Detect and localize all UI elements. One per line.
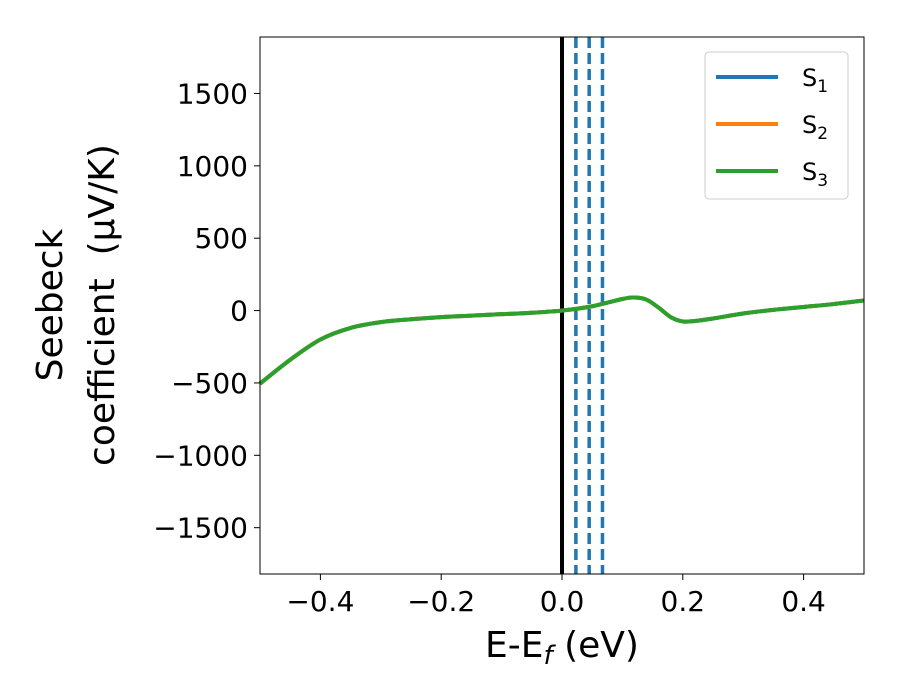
reference-lines <box>560 37 605 574</box>
y-tick-label: −1000 <box>153 439 248 472</box>
x-tick-label: −0.4 <box>286 585 354 618</box>
series-line-s3 <box>258 295 865 386</box>
y-tick-label: 1000 <box>177 150 248 183</box>
x-tick-label: −0.2 <box>407 585 475 618</box>
y-axis: 1500 1000 500 0 −500 −1000 −1500 <box>153 77 260 545</box>
x-axis-title-unit: (eV) <box>553 625 639 666</box>
legend: S1 S2 S3 <box>704 51 849 200</box>
x-axis: −0.4 −0.2 0.0 0.2 0.4 <box>286 574 826 618</box>
y-axis-title-line2: coefficient (μV/K) <box>82 144 123 466</box>
x-axis-title-main: E-E <box>485 625 543 666</box>
x-tick-label: 0.4 <box>781 585 826 618</box>
series-lines <box>258 295 865 386</box>
x-axis-title: E-Ef (eV) <box>485 625 639 671</box>
y-axis-title: Seebeck coefficient (μV/K) <box>30 144 123 466</box>
y-tick-label: −500 <box>171 367 248 400</box>
y-tick-label: −1500 <box>153 512 248 545</box>
x-tick-label: 0.0 <box>540 585 585 618</box>
y-tick-label: 1500 <box>177 77 248 110</box>
y-tick-label: 500 <box>195 222 248 255</box>
x-tick-label: 0.2 <box>661 585 706 618</box>
legend-label-s1: S1 <box>802 64 828 97</box>
y-axis-title-line1: Seebeck <box>30 228 71 381</box>
legend-label-s3: S3 <box>802 158 828 191</box>
y-tick-label: 0 <box>230 295 248 328</box>
legend-label-s2: S2 <box>802 111 828 144</box>
